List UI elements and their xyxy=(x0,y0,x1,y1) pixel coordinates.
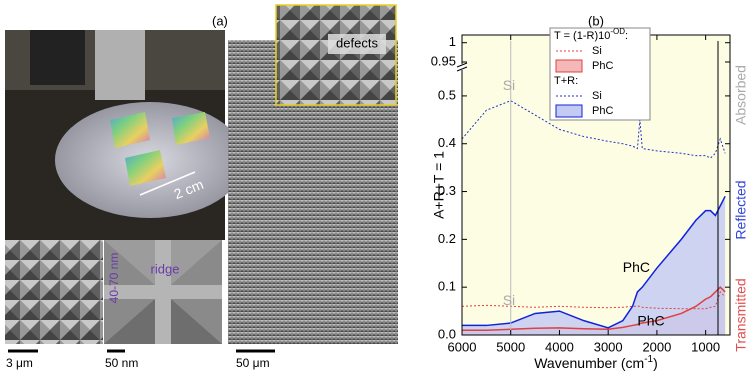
side-label: Absorbed xyxy=(733,65,747,125)
legend-title-part: T = (1-R)10 xyxy=(554,30,610,42)
legend-title-part: -OD xyxy=(610,27,625,36)
annotation: PhC xyxy=(637,312,664,328)
x-axis-label: Wavenumber (cm-1) xyxy=(534,354,658,371)
defects-label: defects xyxy=(336,35,378,50)
legend-title-part: T+R: xyxy=(554,75,578,87)
line xyxy=(461,100,726,159)
y-axis-label: A+R+T = 1 xyxy=(431,151,447,219)
x-label-part: ) xyxy=(653,355,658,371)
label-bg xyxy=(328,34,386,54)
x-label-part: -1 xyxy=(644,354,653,365)
y-tick-label: 0.3 xyxy=(438,183,456,198)
ridge-width: 40-70 nm xyxy=(107,253,121,304)
panel-label: (a) xyxy=(212,13,228,28)
y-tick-label: 0.2 xyxy=(438,231,456,246)
y-tick-label: 0.5 xyxy=(438,87,456,102)
sem-image xyxy=(5,240,103,344)
line xyxy=(461,291,726,310)
scale-label: 50 nm xyxy=(105,356,138,370)
legend-swatch xyxy=(555,104,583,118)
y-tick-label: 0.1 xyxy=(438,279,456,294)
ridge-label: ridge xyxy=(151,261,180,276)
axis-break xyxy=(458,64,466,70)
objective xyxy=(95,30,145,100)
y-tick-label: 0.4 xyxy=(438,135,456,150)
panel-a: (a) 2 cm 40-70 nm ridge defects 3 μm 50 … xyxy=(5,4,398,370)
area xyxy=(462,196,726,335)
sample xyxy=(125,150,166,186)
legend-label: PhC xyxy=(592,60,613,72)
x-label-part: Wavenumber (cm xyxy=(534,355,644,371)
annotation: Si xyxy=(503,292,515,308)
inset xyxy=(275,4,397,106)
legend-title: T = (1-R)10-OD: xyxy=(554,27,628,42)
y-tick-label: 0.0 xyxy=(438,326,456,341)
sample xyxy=(110,112,150,148)
x-tick-label: 1000 xyxy=(691,339,720,354)
legend-swatch xyxy=(555,59,583,73)
x-tick-label: 3000 xyxy=(594,339,623,354)
scale-label: 3 μm xyxy=(6,356,33,370)
x-tick-label: 5000 xyxy=(496,339,525,354)
legend-label: Si xyxy=(592,45,602,57)
scale-label: 50 μm xyxy=(236,356,270,370)
side-label: Reflected xyxy=(733,180,747,239)
annotation: Si xyxy=(503,77,515,93)
arrow xyxy=(139,171,196,196)
sample xyxy=(172,112,210,145)
legend-title-part: : xyxy=(625,30,628,42)
x-tick-label: 6000 xyxy=(448,339,477,354)
axis-break xyxy=(456,66,468,72)
x-tick-label: 2000 xyxy=(642,339,671,354)
panel-label: (b) xyxy=(588,13,604,28)
panel-b: (b) 6000 5000 4000 3000 2000 1000 0.0 0.1 0.2 0.3 0… xyxy=(431,13,747,370)
axis-break xyxy=(456,62,468,68)
legend-title: T+R: xyxy=(554,75,578,87)
line xyxy=(462,286,726,331)
objective xyxy=(30,30,85,85)
legend-label: Si xyxy=(592,90,602,102)
side-label: Transmitted xyxy=(733,278,747,351)
y-tick-label: 1 xyxy=(449,34,456,49)
line xyxy=(462,195,726,329)
y-tick-label: 0.95 xyxy=(431,53,456,68)
legend-label: PhC xyxy=(592,105,613,117)
x-tick-label: 4000 xyxy=(545,339,574,354)
annotation: PhC xyxy=(623,259,650,275)
ridge xyxy=(104,285,222,299)
